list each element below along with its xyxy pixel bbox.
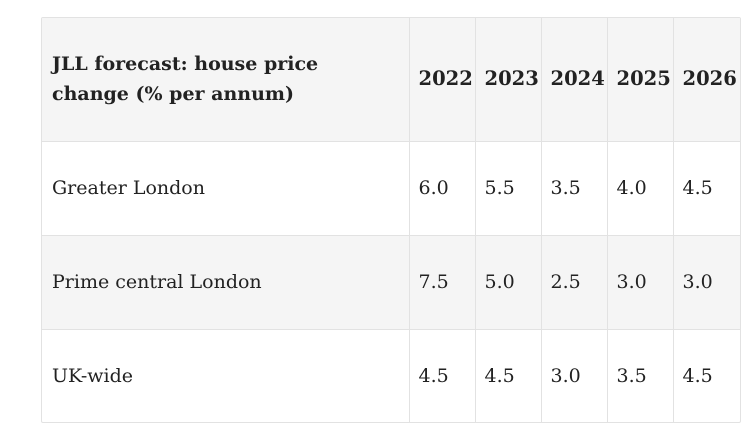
table-row: Prime central London 7.5 5.0 2.5 3.0 3.0 <box>42 235 740 330</box>
forecast-table: JLL forecast: house price change (% per … <box>42 18 740 422</box>
row-value: 4.5 <box>409 329 476 422</box>
row-value: 4.5 <box>673 141 740 236</box>
row-value: 3.5 <box>607 329 674 422</box>
row-value: 6.0 <box>409 141 476 236</box>
table-row: UK-wide 4.5 4.5 3.0 3.5 4.5 <box>42 329 740 422</box>
table-header-year: 2024 <box>541 18 608 142</box>
row-value: 4.5 <box>682 365 713 388</box>
row-region-label: Greater London <box>42 141 410 236</box>
table-header-row: JLL forecast: house price change (% per … <box>42 18 740 142</box>
row-value: 4.0 <box>607 141 674 236</box>
table-row: Greater London 6.0 5.5 3.5 4.0 4.5 <box>42 141 740 236</box>
row-value: 3.0 <box>607 235 674 330</box>
row-region-label: Prime central London <box>42 235 410 330</box>
row-region-label: UK-wide <box>42 329 410 422</box>
table-header-label: JLL forecast: house price change (% per … <box>42 18 410 142</box>
row-value: 3.5 <box>541 141 608 236</box>
row-value: 2.5 <box>541 235 608 330</box>
row-value: 5.0 <box>475 235 542 330</box>
row-value: 4.5 <box>475 329 542 422</box>
table-header-year: 2026 <box>673 18 740 142</box>
row-value: 7.5 <box>409 235 476 330</box>
table-header-year: 2023 <box>475 18 542 142</box>
row-value: 3.0 <box>673 235 740 330</box>
table-header-year: 2022 <box>409 18 476 142</box>
row-value: 3.0 <box>541 329 608 422</box>
table-header-year: 2025 <box>607 18 674 142</box>
row-value: 5.5 <box>475 141 542 236</box>
forecast-table-container: JLL forecast: house price change (% per … <box>41 17 741 423</box>
